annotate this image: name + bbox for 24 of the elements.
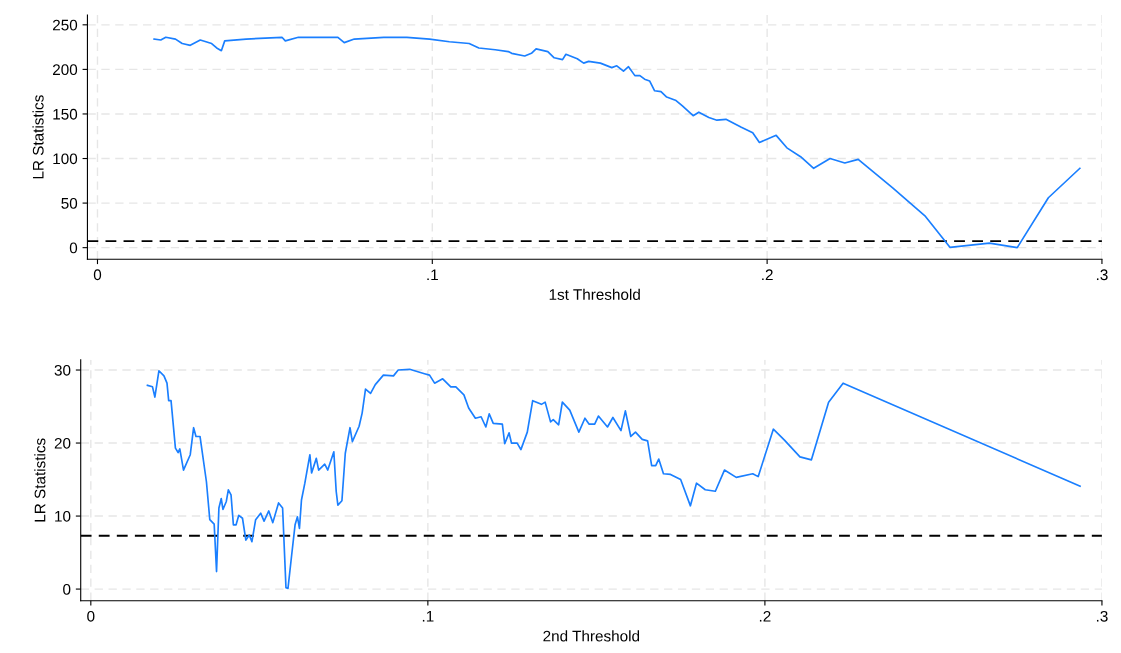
x-tick-label: .1 [427, 269, 438, 281]
y-tick-label: 50 [61, 197, 78, 209]
x-tick-label: .3 [1096, 269, 1108, 281]
x-axis-title: 2nd Threshold [543, 630, 640, 642]
x-tick-label: .2 [762, 269, 773, 281]
x-tick-label: .3 [1096, 610, 1108, 622]
y-tick-label: 0 [63, 583, 71, 595]
y-axis-title: LR Statistics [34, 438, 46, 522]
x-tick-label: .2 [759, 610, 771, 622]
x-tick-label: .1 [422, 611, 434, 622]
y-tick-label: 20 [54, 437, 71, 449]
y-tick-label: 30 [54, 364, 71, 376]
y-axis-title: LR Statistics [32, 95, 44, 179]
x-axis-title: 1st Threshold [549, 288, 640, 300]
line-series [146, 368, 1081, 590]
y-tick-label: 250 [53, 19, 78, 31]
y-tick-label: 200 [53, 64, 78, 76]
y-tick-label: 10 [55, 510, 71, 522]
y-tick-label: 150 [53, 108, 78, 120]
line-series [153, 36, 1081, 249]
y-tick-label: 0 [69, 242, 78, 254]
x-tick-label: 0 [87, 610, 95, 622]
x-tick-label: 0 [93, 269, 102, 281]
y-tick-label: 100 [53, 153, 78, 165]
